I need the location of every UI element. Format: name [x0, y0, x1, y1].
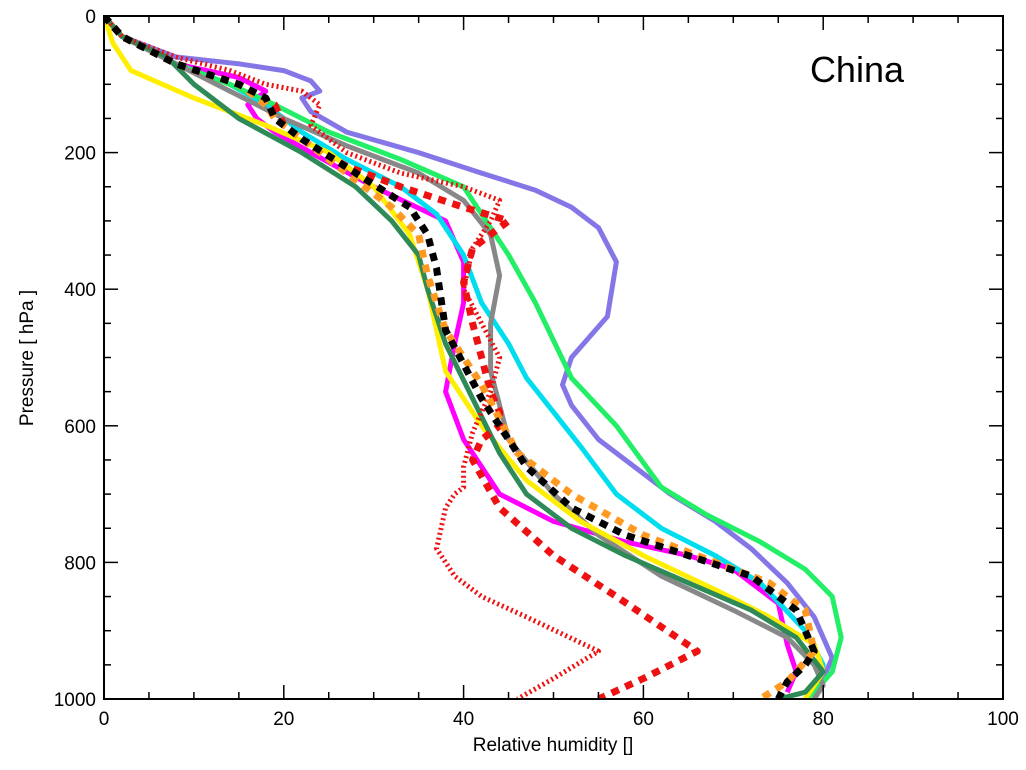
- y-tick-label: 0: [85, 7, 96, 28]
- x-axis-title: Relative humidity []: [473, 735, 634, 756]
- series-line-8: [104, 16, 601, 699]
- y-tick-label: 800: [64, 553, 96, 574]
- panel-label: China: [810, 49, 905, 90]
- series-line-1: [104, 16, 835, 699]
- y-tick-label: 1000: [54, 690, 96, 711]
- x-tick-label: 0: [99, 709, 110, 730]
- y-tick-label: 400: [64, 280, 96, 301]
- y-axis-title: Pressure [ hPa ]: [17, 290, 38, 426]
- y-tick-label: 600: [64, 417, 96, 438]
- series-layer: [104, 16, 844, 699]
- series-line-11: [104, 16, 818, 699]
- series-line-7: [104, 16, 826, 699]
- x-tick-label: 100: [987, 709, 1019, 730]
- y-tick-label: 200: [64, 144, 96, 165]
- x-tick-label: 20: [273, 709, 294, 730]
- x-tick-label: 40: [453, 709, 474, 730]
- x-tick-label: 60: [633, 709, 654, 730]
- series-line-5: [104, 16, 826, 699]
- x-tick-label: 80: [813, 709, 834, 730]
- series-line-9: [104, 16, 701, 699]
